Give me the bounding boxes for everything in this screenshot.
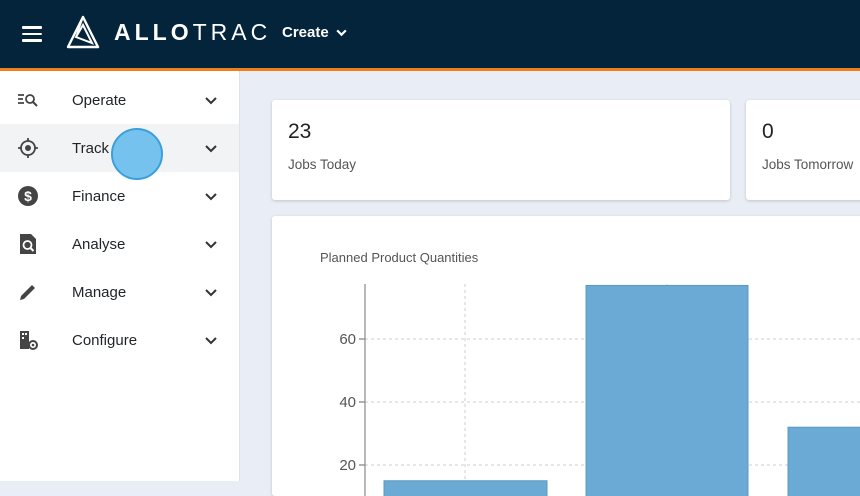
stat-label: Jobs Tomorrow xyxy=(762,157,854,172)
chevron-down-icon xyxy=(205,289,217,297)
crosshair-icon xyxy=(16,136,40,160)
chevron-down-icon xyxy=(205,241,217,249)
chart-card: Planned Product Quantities 20 40 60 xyxy=(272,216,860,496)
allotrac-logo-icon xyxy=(66,15,100,49)
y-tick-label: 60 xyxy=(339,331,356,348)
stat-card-jobs-tomorrow[interactable]: 0 Jobs Tomorrow xyxy=(746,100,860,200)
operate-search-list-icon xyxy=(16,88,40,112)
allotrac-logo[interactable]: ALLOTRAC xyxy=(66,14,271,50)
sidebar-item-manage[interactable]: Manage xyxy=(0,268,239,316)
chart-title: Planned Product Quantities xyxy=(320,250,479,265)
sidebar-item-finance[interactable]: $ Finance xyxy=(0,172,239,220)
click-indicator xyxy=(111,128,163,180)
chevron-down-icon xyxy=(336,29,347,37)
dollar-coin-icon: $ xyxy=(16,184,40,208)
stat-value: 0 xyxy=(762,120,774,143)
svg-text:$: $ xyxy=(24,188,32,204)
sidebar-item-analyse[interactable]: Analyse xyxy=(0,220,239,268)
pencil-icon xyxy=(16,280,40,304)
sidebar-item-label: Operate xyxy=(72,91,127,109)
sidebar-item-configure[interactable]: Configure xyxy=(0,316,239,364)
bar xyxy=(787,426,860,496)
logo-text-light: TRAC xyxy=(192,18,272,45)
logo-wordmark: ALLOTRAC xyxy=(114,19,271,46)
stat-label: Jobs Today xyxy=(288,157,357,172)
logo-text-bold: ALLO xyxy=(114,18,193,45)
sidebar-item-label: Track xyxy=(72,139,109,157)
bar xyxy=(585,284,749,496)
create-menu-button[interactable]: Create xyxy=(282,24,348,41)
chevron-down-icon xyxy=(205,145,217,153)
sidebar-item-label: Finance xyxy=(72,187,126,205)
bar xyxy=(383,480,548,496)
y-tick-label: 40 xyxy=(339,394,356,411)
hamburger-menu-icon[interactable] xyxy=(22,26,42,42)
top-navigation-bar: ALLOTRAC Create xyxy=(0,0,860,71)
stat-value: 23 xyxy=(288,120,312,143)
y-tick-label: 20 xyxy=(339,457,356,474)
chevron-down-icon xyxy=(205,97,217,105)
bar-chart: 20 40 60 xyxy=(339,284,860,496)
stat-card-jobs-today[interactable]: 23 Jobs Today xyxy=(272,100,730,200)
document-search-icon xyxy=(16,232,40,256)
create-menu-label: Create xyxy=(282,24,329,41)
sidebar-item-operate[interactable]: Operate xyxy=(0,76,239,124)
sidebar-item-label: Analyse xyxy=(72,235,126,253)
sidebar-item-label: Configure xyxy=(72,331,138,349)
sidebar-item-label: Manage xyxy=(72,283,127,301)
building-gear-icon xyxy=(16,328,40,352)
sidebar: Operate Track $ Finance Analyse Manage C… xyxy=(0,71,240,481)
chevron-down-icon xyxy=(205,337,217,345)
chevron-down-icon xyxy=(205,193,217,201)
